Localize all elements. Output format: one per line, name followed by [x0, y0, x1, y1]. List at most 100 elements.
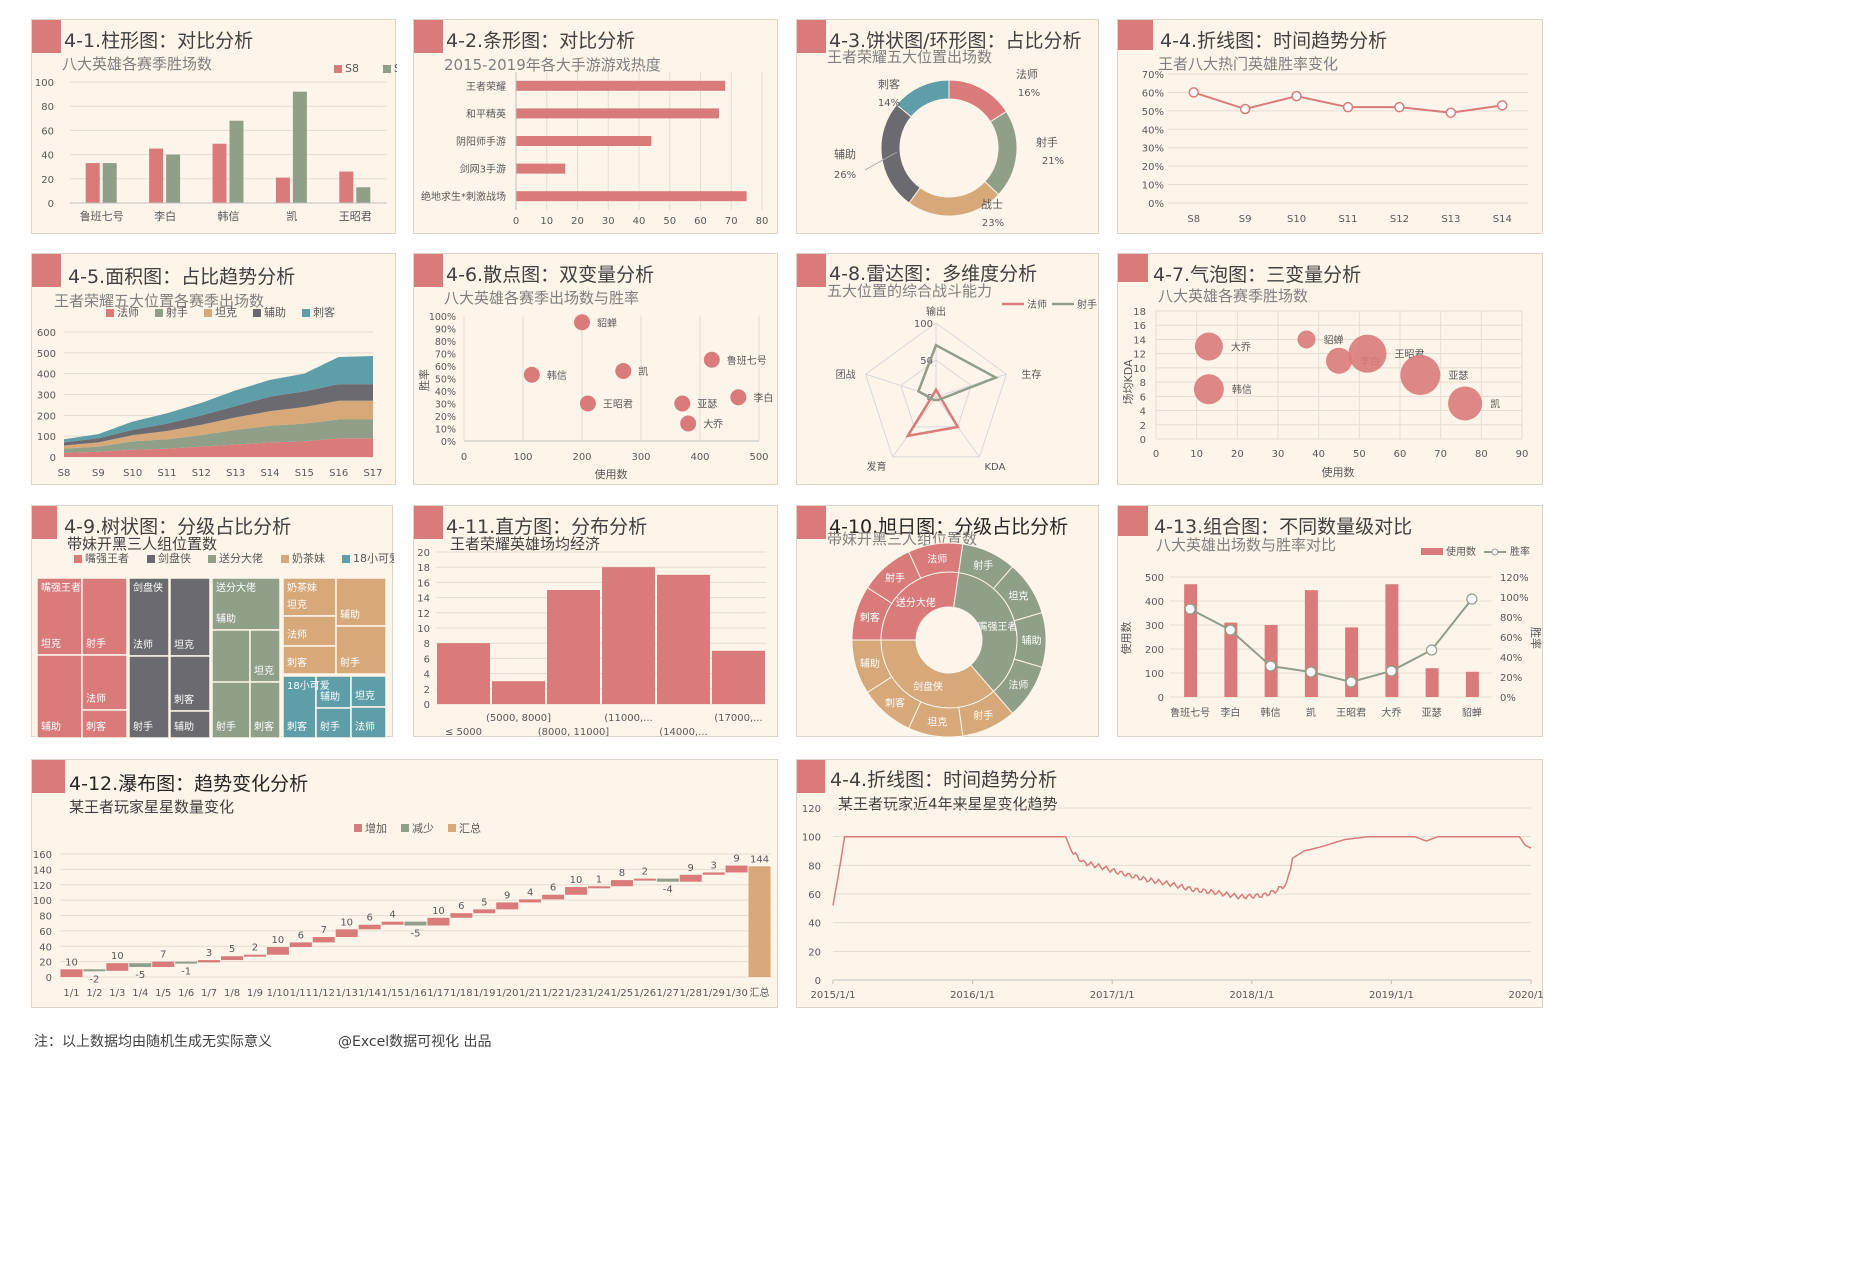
x-tick-label: S12: [192, 468, 211, 479]
bubble-label: 凯: [1490, 397, 1500, 410]
x-tick-label: 1/8: [224, 988, 240, 999]
treemap-leaf-label: 刺客: [287, 656, 307, 669]
panel-bubble-chart: 4-7.气泡图：三变量分析 八大英雄各赛季胜场数 0 2 4 6 8 10 12 14 16 18…: [1117, 253, 1543, 485]
y-tick-label: 10%: [435, 425, 456, 436]
x-tick-label: 2015/1/1: [811, 990, 856, 1001]
treemap-leaf-label: 坦克: [287, 598, 307, 611]
x-tick-label: 70: [1434, 449, 1447, 460]
y-tick-label: 100: [37, 432, 56, 443]
panel-subtitle: 王者荣耀五大位置各赛季出场数: [54, 292, 265, 310]
title-marker: [797, 506, 826, 539]
combo-line-point: [1224, 624, 1236, 636]
y-tick-label: 30%: [1142, 144, 1164, 155]
x-tick-label: 30: [1272, 449, 1285, 460]
treemap-cell: [283, 578, 336, 616]
y-tick-label: 20%: [435, 412, 456, 423]
y-tick-label: 120: [33, 881, 52, 892]
panel-scatter-chart: 4-6.散点图：双变量分析 八大英雄各赛季出场数与胜率 0% 10% 20% 30% 4…: [413, 253, 778, 485]
y-tick-label: 20: [41, 175, 54, 186]
treemap-cell: [283, 646, 336, 674]
y-tick-label: 80%: [435, 337, 456, 348]
x-tick-label: 1/26: [634, 988, 656, 999]
data-label: 10: [432, 906, 445, 917]
waterfall-bar: [129, 963, 152, 968]
data-label: 8: [619, 868, 625, 879]
slice-value: 21%: [1042, 156, 1064, 167]
histogram-bar: [657, 574, 710, 704]
waterfall-bar: [679, 874, 702, 882]
waterfall-bar: [725, 865, 748, 873]
treemap-cell: [250, 682, 280, 738]
x-tick-label: S8: [1187, 214, 1200, 225]
y-tick-label: 400: [1145, 597, 1164, 608]
data-label: 9: [504, 890, 510, 901]
y-tick-label: 0: [815, 976, 821, 987]
x-tick-label: 20: [571, 216, 584, 227]
slice-value: 26%: [834, 170, 856, 181]
bubble-label: 韩信: [1232, 383, 1252, 396]
x-tick-label: S8: [58, 468, 71, 479]
combo-line: [1189, 598, 1473, 684]
legend-label: 坦克: [215, 305, 237, 319]
x-tick-label: S15: [295, 468, 314, 479]
y-tick-label: 14: [417, 594, 430, 605]
treemap-leaf-label: 刺客: [287, 720, 307, 733]
bar-S8: [85, 163, 100, 203]
scatter-point: [574, 314, 590, 331]
area-射手: [64, 419, 373, 453]
x-tick-label: 1/30: [725, 988, 747, 999]
x-tick-label: 30: [602, 216, 615, 227]
y2-tick-label: 60%: [1500, 633, 1522, 644]
slice-label: 辅助: [834, 147, 856, 161]
histogram-chart: 0 2 4 6 8 10 12 14 16 18 20 ≤ 5000 (5000, 8000] (8000…: [417, 548, 766, 738]
footer-note: 注：以上数据均由随机生成无实际意义: [34, 1034, 272, 1050]
x-tick-label: 韩信: [1261, 706, 1281, 719]
treemap-leaf-label: 坦克: [174, 638, 194, 651]
timeseries-line: [832, 835, 1532, 906]
x-tick-label: 1/1: [63, 988, 79, 999]
treemap-cell: [129, 578, 169, 656]
y-tick-label: 50%: [435, 375, 456, 386]
panel-title: 4-1.柱形图：对比分析: [64, 30, 254, 52]
treemap-leaf-label: 射手: [320, 720, 340, 733]
combo-bar: [1465, 671, 1479, 697]
y-tick-label: 400: [37, 370, 56, 381]
legend-swatch: [302, 309, 310, 317]
panel-title: 4-5.面积图：占比趋势分析: [68, 266, 296, 288]
x-tick-label: (17000,...: [714, 713, 762, 724]
radar-grid: [865, 322, 1007, 458]
bar-S9: [356, 187, 371, 203]
y-tick-label: 200: [1145, 645, 1164, 656]
title-marker: [32, 760, 65, 793]
panel-title: 4-2.条形图：对比分析: [446, 30, 636, 52]
legend-swatch: [281, 555, 289, 563]
treemap-leaf-label: 辅助: [216, 612, 236, 625]
panel-subtitle: 八大英雄各赛季胜场数: [1158, 287, 1309, 305]
y-tick-label: 500: [37, 349, 56, 360]
treemap-leaf-label: 射手: [216, 720, 236, 733]
waterfall-bar: [358, 924, 381, 930]
x-tick-label: 1/4: [132, 988, 148, 999]
x-tick-label: 40: [1312, 449, 1325, 460]
y-tick-label: 140: [33, 865, 52, 876]
area-chart: 0 100 200 300 400 500 600 S8 S9 S10 S11 S12 S13 S14 S1…: [37, 305, 383, 479]
bar-S8: [339, 171, 354, 203]
combo-line-point: [1265, 660, 1277, 672]
y-tick-label: 6: [424, 654, 430, 665]
title-marker: [797, 254, 826, 287]
y-tick-label: 10: [1133, 364, 1146, 375]
legend-label: 剑盘侠: [158, 551, 191, 565]
y-tick-label: 8: [1140, 378, 1146, 389]
x-tick-label: 亚瑟: [1422, 707, 1442, 719]
panel-histogram-chart: 4-11.直方图：分布分析 王者荣耀英雄场均经济 0 2 4 6 8 10 12 14 16 18…: [413, 505, 778, 738]
treemap-leaf-label: 坦克: [355, 689, 375, 702]
waterfall-bar: [106, 963, 129, 971]
y-tick-label: 8: [424, 639, 430, 650]
x-tick-label: (14000,...: [659, 727, 707, 738]
histogram-bar: [602, 567, 655, 704]
scatter-chart: 0%10% 20%30% 40%50% 60%70% 80%90% 100% 0 100 200…: [417, 312, 773, 481]
treemap-leaf-label: 刺客: [174, 693, 194, 706]
y-tick-label: 40%: [435, 387, 456, 398]
y-tick-label: 10%: [1142, 181, 1164, 192]
bubble: [1400, 355, 1441, 395]
